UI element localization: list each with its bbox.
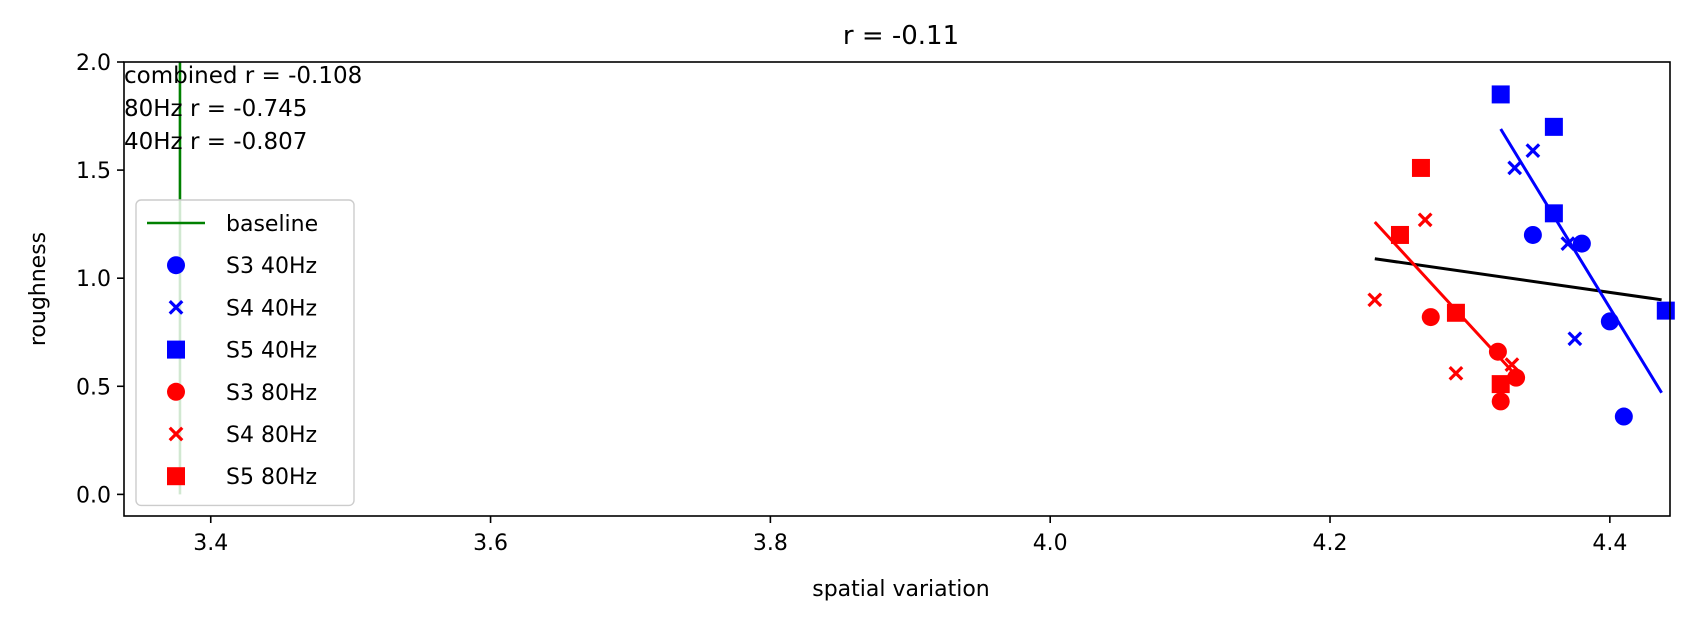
legend-label-s4-40hz: S4 40Hz: [226, 296, 317, 321]
series-s4-40hz: [1507, 143, 1583, 347]
point-s3-80hz-4: [1507, 368, 1526, 387]
point-s3-40hz-4: [1614, 407, 1633, 426]
point-s3-40hz-2: [1572, 234, 1591, 253]
y-tick-label: 2.0: [76, 51, 111, 76]
legend-handle-s5-80hz: [167, 467, 185, 486]
series-s3-40hz: [1523, 225, 1633, 426]
x-tick-label: 4.4: [1592, 531, 1627, 556]
legend: baseline S3 40Hz S4 40Hz S5 40Hz S3 80Hz S4 8…: [135, 199, 355, 507]
legend-label-s5-80hz: S5 80Hz: [226, 465, 317, 490]
series-s5-80hz: [1390, 158, 1510, 394]
legend-label-baseline: baseline: [226, 212, 318, 237]
point-s3-40hz-1: [1523, 225, 1542, 244]
y-axis: 0.0 0.5 1.0 1.5 2.0: [76, 51, 124, 508]
legend-handle-s4-80hz: [168, 426, 184, 442]
x-tick-label: 4.2: [1313, 531, 1348, 556]
point-s5-40hz-3: [1544, 204, 1563, 223]
point-s5-40hz-4: [1656, 301, 1675, 320]
legend-box: [135, 199, 355, 507]
legend-label-s4-80hz: S4 80Hz: [226, 423, 317, 448]
point-s5-80hz-2: [1411, 158, 1430, 177]
fit-line-combined: [1374, 257, 1662, 302]
point-s4-80hz-3: [1448, 365, 1464, 381]
point-s4-80hz-2: [1417, 212, 1433, 228]
point-s5-80hz-1: [1390, 225, 1409, 244]
point-s3-80hz-2: [1488, 342, 1507, 361]
y-tick-label: 0.5: [76, 375, 111, 400]
x-tick-label: 3.6: [473, 531, 508, 556]
legend-handle-s5-40hz: [167, 340, 185, 359]
chart-title: r = -0.11: [843, 21, 959, 51]
legend-handle-s3-40hz: [167, 256, 185, 275]
x-axis-label: spatial variation: [812, 577, 990, 602]
x-axis: 3.4 3.6 3.8 4.0 4.2 4.4: [193, 516, 1627, 556]
point-s3-40hz-3: [1600, 312, 1619, 331]
x-tick-label: 3.4: [193, 531, 228, 556]
x-tick-label: 3.8: [753, 531, 788, 556]
point-s5-80hz-4: [1491, 375, 1510, 394]
point-s5-80hz-3: [1446, 303, 1465, 322]
point-s4-40hz-3: [1560, 236, 1576, 251]
correlation-annotations: combined r = -0.108 80Hz r = -0.745 40Hz…: [124, 63, 362, 155]
series-s3-80hz: [1421, 308, 1526, 411]
legend-label-s3-40hz: S3 40Hz: [226, 254, 317, 279]
point-s5-40hz-2: [1544, 117, 1563, 136]
point-s4-80hz-4: [1504, 357, 1520, 373]
y-axis-label: roughness: [26, 232, 51, 346]
legend-handle-s4-40hz: [168, 300, 184, 315]
axes-frame: [123, 61, 1671, 517]
annotation-40hz: 40Hz r = -0.807: [124, 129, 307, 155]
y-tick-label: 1.5: [76, 159, 111, 184]
annotation-80hz: 80Hz r = -0.745: [124, 96, 307, 122]
point-s4-40hz-2: [1525, 143, 1541, 159]
point-s3-80hz-1: [1421, 308, 1440, 327]
series-s5-40hz: [1491, 85, 1675, 320]
legend-handle-s3-80hz: [167, 382, 185, 401]
point-s4-40hz-1: [1507, 160, 1523, 176]
y-tick-label: 0.0: [76, 483, 111, 508]
series-s4-80hz: [1367, 212, 1520, 381]
legend-label-s5-40hz: S5 40Hz: [226, 339, 317, 364]
legend-label-s3-80hz: S3 80Hz: [226, 381, 317, 406]
fit-line-40hz: [1499, 128, 1663, 394]
y-tick-label: 1.0: [76, 267, 111, 292]
point-s4-80hz-1: [1367, 292, 1383, 308]
x-tick-label: 4.0: [1033, 531, 1068, 556]
point-s3-80hz-3: [1491, 392, 1510, 411]
annotation-combined: combined r = -0.108: [124, 63, 362, 89]
plot-area: [178, 62, 1675, 495]
point-s4-40hz-4: [1567, 331, 1583, 347]
point-s5-40hz-1: [1491, 85, 1510, 104]
